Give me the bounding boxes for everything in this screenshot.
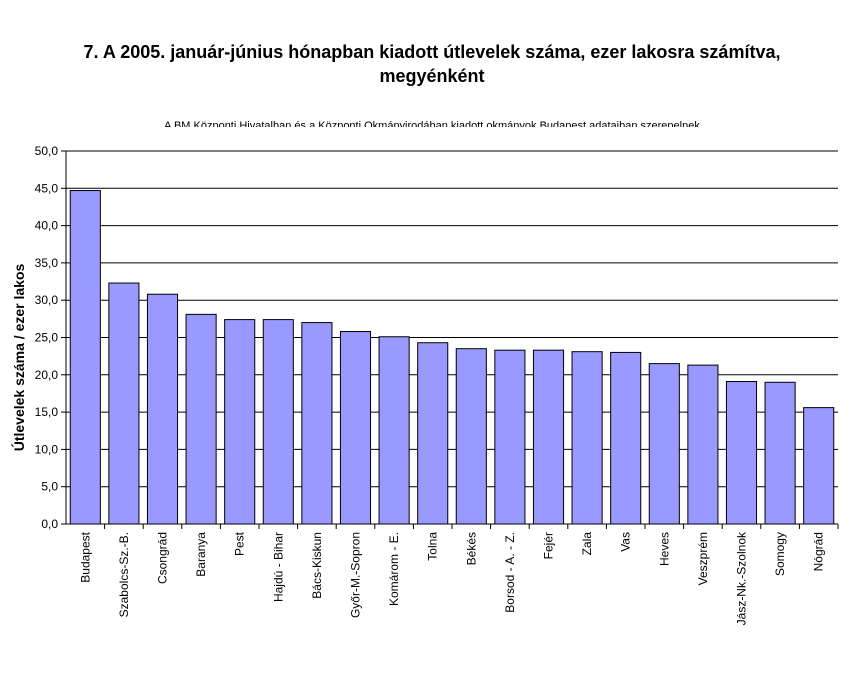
y-axis-label: Útlevelek száma / ezer lakos	[10, 264, 27, 452]
chart-title-line-2: megyénként	[379, 66, 485, 86]
bar	[185, 313, 217, 525]
bar	[532, 349, 565, 525]
x-category-label: Győr-M.-Sopron	[349, 532, 363, 618]
x-category-label: Bács-Kiskun	[310, 532, 324, 599]
x-category-label: Komárom - E.	[387, 532, 401, 606]
bar	[494, 349, 526, 525]
bar	[455, 348, 487, 525]
x-category-label: Heves	[657, 532, 671, 566]
bar	[262, 319, 294, 525]
bar	[687, 364, 719, 525]
y-tick-label: 10,0	[35, 442, 59, 456]
y-tick-label: 45,0	[35, 181, 59, 195]
x-category-label: Somogy	[773, 532, 787, 576]
x-category-label: Vas	[619, 532, 633, 552]
bar	[69, 190, 101, 525]
x-category-label: Békés	[464, 532, 478, 565]
bar	[571, 351, 603, 525]
chart-subtitle: A BM Központi Hivatalban és a Központi O…	[164, 120, 700, 127]
x-category-label: Tolna	[426, 532, 440, 561]
x-category-label: Fejér	[542, 532, 556, 559]
y-tick-label: 40,0	[35, 219, 59, 233]
y-tick-label: 30,0	[35, 293, 59, 307]
bar	[648, 363, 680, 525]
bar	[378, 336, 410, 525]
y-tick-label: 15,0	[35, 405, 59, 419]
bar	[725, 381, 758, 525]
x-category-label: Budapest	[78, 531, 92, 582]
x-category-label: Hajdú - Bihar	[271, 532, 285, 602]
y-tick-label: 20,0	[35, 368, 59, 382]
bar	[224, 319, 256, 525]
x-category-label: Szabolcs-Sz.-B.	[117, 532, 131, 617]
x-category-label: Veszprém	[696, 532, 710, 585]
y-tick-label: 0,0	[41, 517, 58, 531]
chart-title-line-1: 7. A 2005. január-június hónapban kiadot…	[83, 42, 781, 62]
x-category-label: Csongrád	[156, 532, 170, 584]
bar	[417, 342, 449, 525]
y-tick-label: 25,0	[35, 331, 59, 345]
bar	[610, 351, 642, 525]
bar	[301, 322, 333, 525]
x-category-label: Baranya	[194, 532, 208, 577]
x-category-label: Pest	[233, 531, 247, 556]
chart-subtitle-clip: A BM Központi Hivatalban és a Központi O…	[0, 118, 864, 127]
bar	[108, 282, 140, 525]
y-tick-label: 5,0	[41, 480, 58, 494]
y-tick-label: 50,0	[35, 144, 59, 158]
x-category-label: Borsod - A. - Z.	[503, 532, 517, 613]
x-category-label: Nógrád	[812, 532, 826, 571]
y-tick-label: 35,0	[35, 256, 59, 270]
bar	[764, 381, 796, 525]
bar	[339, 331, 372, 525]
bar	[146, 293, 179, 525]
x-category-label: Zala	[580, 532, 594, 556]
bar	[803, 407, 835, 525]
x-category-label: Jász-Nk.-Szolnok	[735, 531, 749, 625]
